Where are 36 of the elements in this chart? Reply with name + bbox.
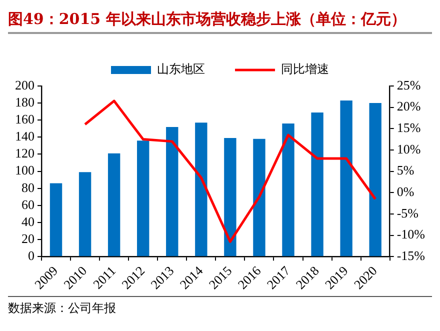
bar: [282, 124, 294, 256]
bar: [224, 138, 236, 256]
bar: [369, 103, 382, 256]
y-tick-label: 0: [28, 248, 34, 264]
y-tick-label: 140: [15, 128, 34, 144]
bar: [340, 100, 352, 256]
y2-tick-label: 10%: [396, 141, 421, 156]
y-tick-label: 160: [15, 112, 34, 127]
bar: [137, 140, 150, 256]
y2-tick-label: 25%: [396, 77, 421, 92]
y-tick-label: 20: [22, 230, 34, 246]
bar: [50, 183, 62, 256]
bar: [166, 126, 178, 256]
legend-label: 同比增速: [281, 62, 329, 76]
y-tick-label: 80: [22, 180, 34, 195]
bar: [108, 153, 120, 256]
y-tick-label: 60: [22, 196, 34, 212]
y-tick-label: 40: [22, 214, 34, 229]
y-tick-label: 100: [15, 162, 34, 178]
y2-tick-label: -15%: [396, 248, 426, 264]
bar: [195, 122, 208, 256]
y-tick-label: 120: [15, 146, 34, 161]
y2-tick-label: -5%: [396, 205, 419, 220]
y2-tick-label: 5%: [396, 162, 414, 178]
y2-tick-label: 20%: [396, 98, 421, 114]
bar: [311, 112, 324, 256]
legend-label: 山东地区: [157, 62, 205, 76]
source-note: 数据来源：公司年报: [8, 300, 117, 317]
bar: [253, 138, 266, 256]
chart-title: 图49：2015 年以来山东市场营收稳步上涨（单位：亿元）: [8, 9, 407, 30]
y-tick-label: 200: [15, 77, 34, 92]
y2-tick-label: 15%: [396, 120, 421, 136]
y2-tick-label: 0%: [396, 184, 414, 200]
bar: [78, 172, 92, 256]
y2-tick-label: -10%: [396, 226, 426, 242]
y-tick-label: 180: [15, 94, 34, 110]
